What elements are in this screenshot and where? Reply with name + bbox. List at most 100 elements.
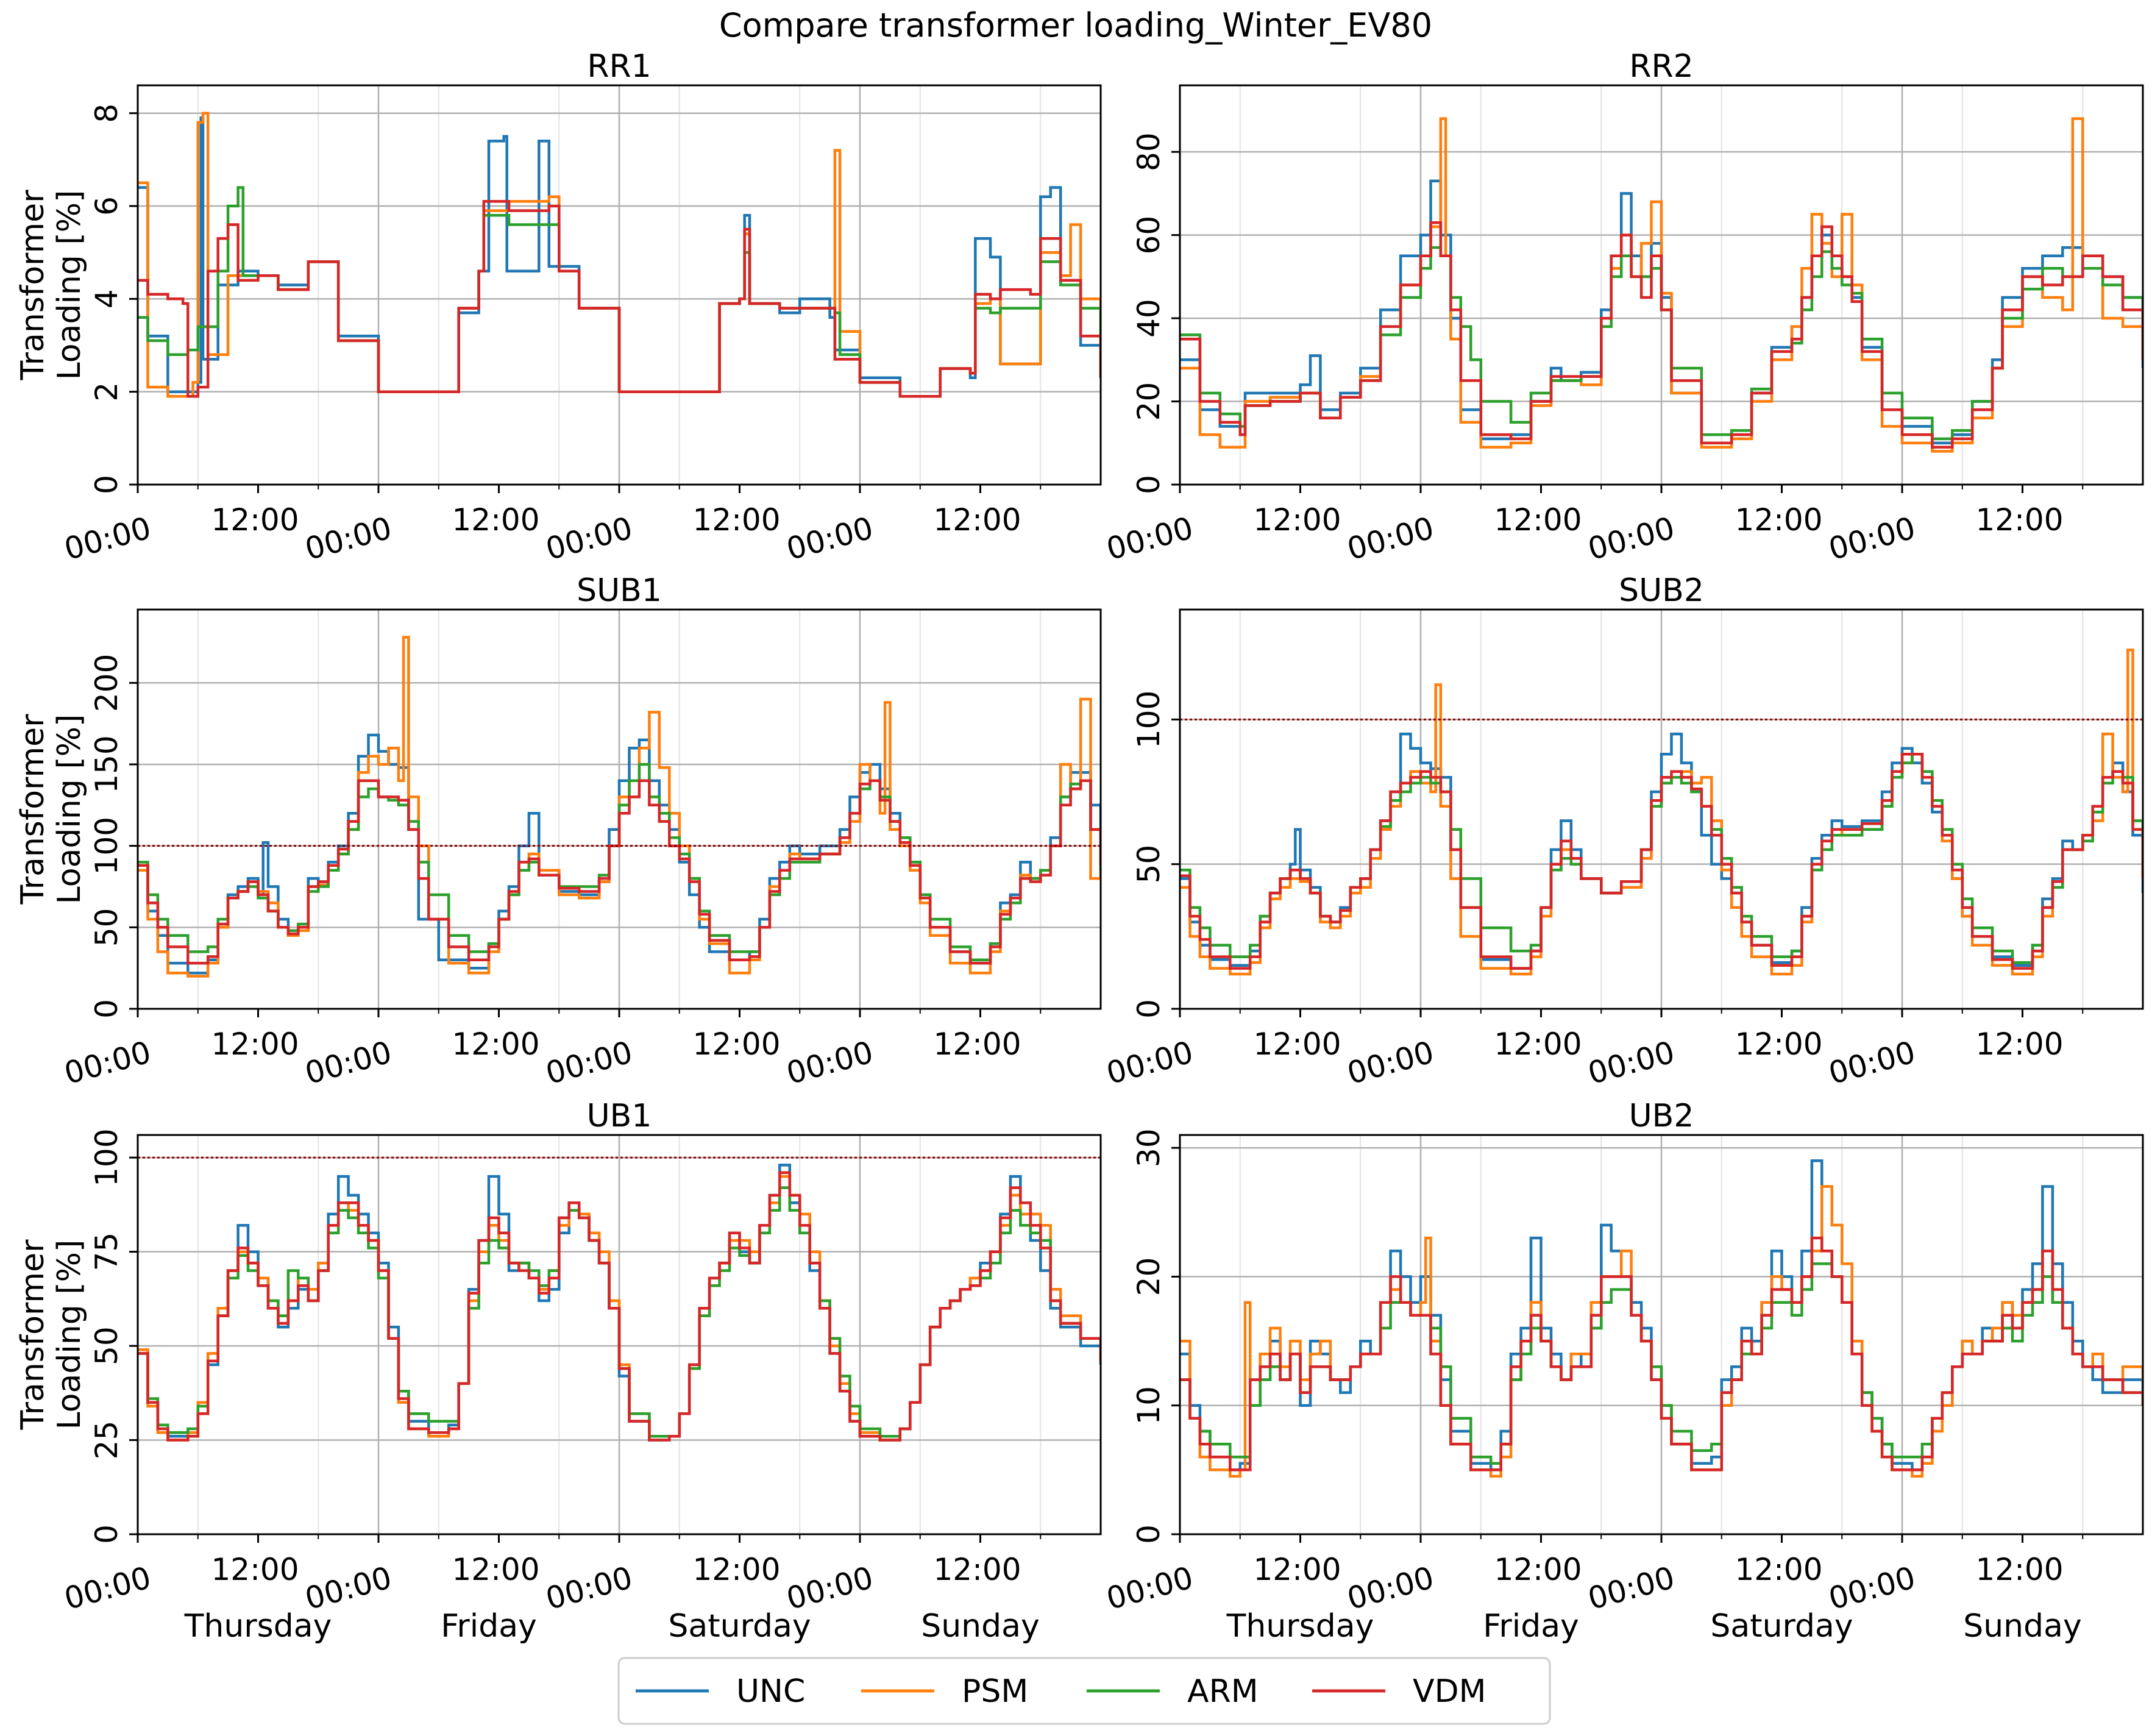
y-tick-label: 25 <box>89 1421 124 1460</box>
y-tick-label: 50 <box>89 1326 124 1365</box>
subplot-ub1: UB1 0 25 50 75 100 TransformerLoading [%] 00:00… <box>15 1098 1102 1645</box>
legend-label: PSM <box>962 1673 1028 1710</box>
y-tick-label: 6 <box>89 196 124 216</box>
y-axis-label: TransformerLoading [%] <box>15 714 88 905</box>
y-tick-label: 4 <box>89 289 124 308</box>
x-tick-label: 12:00 <box>692 1552 780 1587</box>
x-tick-label: 12:00 <box>211 502 299 538</box>
x-tick-label: 00:00 <box>61 1034 155 1091</box>
x-tick-label: 12:00 <box>452 502 539 538</box>
day-label: Sunday <box>1963 1608 2082 1645</box>
series-vdm-line <box>138 779 1101 965</box>
series-vdm-line <box>1180 221 2143 449</box>
day-label: Friday <box>1483 1608 1579 1645</box>
y-tick-label: 60 <box>1131 216 1167 255</box>
y-tick-label: 200 <box>89 654 124 712</box>
legend-item-vdm: VDM <box>1312 1673 1486 1710</box>
legend-item-unc: UNC <box>636 1673 805 1710</box>
x-tick-label: 00:00 <box>1825 510 1919 567</box>
y-tick-label: 40 <box>1131 299 1167 338</box>
y-axis-label: TransformerLoading [%] <box>15 190 88 381</box>
x-tick-label: 00:00 <box>302 510 396 567</box>
day-label: Friday <box>441 1608 537 1645</box>
x-tick-label: 12:00 <box>933 1026 1021 1062</box>
y-tick-label: 30 <box>1131 1128 1167 1167</box>
x-tick-label: 12:00 <box>211 1026 299 1062</box>
x-tick-label: 12:00 <box>1253 1552 1341 1587</box>
y-tick-label: 80 <box>1131 132 1167 171</box>
series-vdm-line <box>1180 753 2143 970</box>
x-tick-label: 12:00 <box>1253 502 1341 538</box>
x-tick-label: 12:00 <box>692 1026 780 1062</box>
x-tick-label: 12:00 <box>1975 502 2063 538</box>
y-axis-label: TransformerLoading [%] <box>15 1239 88 1431</box>
subplot-title: UB2 <box>1629 1098 1694 1134</box>
y-tick-label: 0 <box>1131 999 1167 1019</box>
y-tick-label: 0 <box>1131 1524 1167 1544</box>
legend-frame <box>617 1657 1551 1725</box>
day-label: Saturday <box>668 1608 811 1645</box>
y-tick-label: 150 <box>89 735 124 793</box>
legend-label: UNC <box>736 1673 805 1710</box>
y-tick-label: 0 <box>1131 475 1167 494</box>
x-tick-label: 12:00 <box>1494 502 1582 538</box>
subplot-title: SUB2 <box>1619 572 1704 609</box>
x-tick-label: 00:00 <box>542 510 636 567</box>
x-tick-label: 00:00 <box>1103 510 1197 567</box>
day-label: Sunday <box>921 1608 1040 1645</box>
x-tick-label: 00:00 <box>1585 1034 1678 1091</box>
y-tick-label: 0 <box>89 475 124 494</box>
y-tick-label: 10 <box>1131 1386 1167 1425</box>
series-group <box>1180 117 2143 453</box>
subplot-title: SUB1 <box>577 572 662 609</box>
y-tick-label: 20 <box>1131 1258 1167 1297</box>
day-label: Saturday <box>1710 1608 1853 1645</box>
x-tick-label: 12:00 <box>452 1552 539 1587</box>
x-tick-label: 12:00 <box>933 502 1021 538</box>
x-tick-label: 00:00 <box>1103 1560 1197 1617</box>
figure-title: Compare transformer loading_Winter_EV80 <box>719 6 1432 44</box>
x-tick-label: 00:00 <box>1825 1034 1919 1091</box>
y-tick-label: 50 <box>89 908 124 947</box>
x-tick-label: 12:00 <box>1735 502 1822 538</box>
x-tick-label: 12:00 <box>692 502 780 538</box>
y-tick-label: 100 <box>1131 691 1167 749</box>
series-vdm-line <box>138 1171 1101 1442</box>
x-tick-label: 00:00 <box>302 1034 396 1091</box>
y-tick-label: 8 <box>89 104 124 123</box>
series-group <box>138 112 1101 398</box>
series-group <box>1180 649 2143 976</box>
x-tick-label: 00:00 <box>1585 510 1678 567</box>
day-label: Thursday <box>1226 1608 1374 1645</box>
x-tick-label: 00:00 <box>542 1034 636 1091</box>
day-label: Thursday <box>184 1608 332 1645</box>
series-group <box>1180 1159 2143 1478</box>
subplot-title: RR1 <box>587 48 651 85</box>
x-tick-label: 00:00 <box>1344 510 1438 567</box>
x-tick-label: 12:00 <box>933 1552 1021 1587</box>
x-tick-label: 00:00 <box>1344 1034 1438 1091</box>
subplot-title: UB1 <box>587 1098 652 1134</box>
x-tick-label: 00:00 <box>542 1560 636 1617</box>
x-tick-label: 00:00 <box>783 1034 877 1091</box>
series-vdm-line <box>138 200 1101 398</box>
x-tick-label: 00:00 <box>1585 1560 1678 1617</box>
y-tick-label: 100 <box>89 1128 124 1186</box>
x-tick-label: 12:00 <box>1735 1026 1822 1062</box>
x-tick-label: 12:00 <box>211 1552 299 1587</box>
series-arm-line <box>138 763 1101 962</box>
series-group <box>138 1164 1101 1442</box>
x-tick-label: 00:00 <box>783 510 877 567</box>
y-tick-label: 2 <box>89 382 124 402</box>
y-tick-label: 50 <box>1131 845 1167 884</box>
y-tick-label: 100 <box>89 817 124 875</box>
x-tick-label: 00:00 <box>1103 1034 1197 1091</box>
legend-item-arm: ARM <box>1087 1673 1259 1710</box>
x-tick-label: 12:00 <box>1975 1552 2063 1587</box>
x-tick-label: 12:00 <box>1494 1026 1582 1062</box>
